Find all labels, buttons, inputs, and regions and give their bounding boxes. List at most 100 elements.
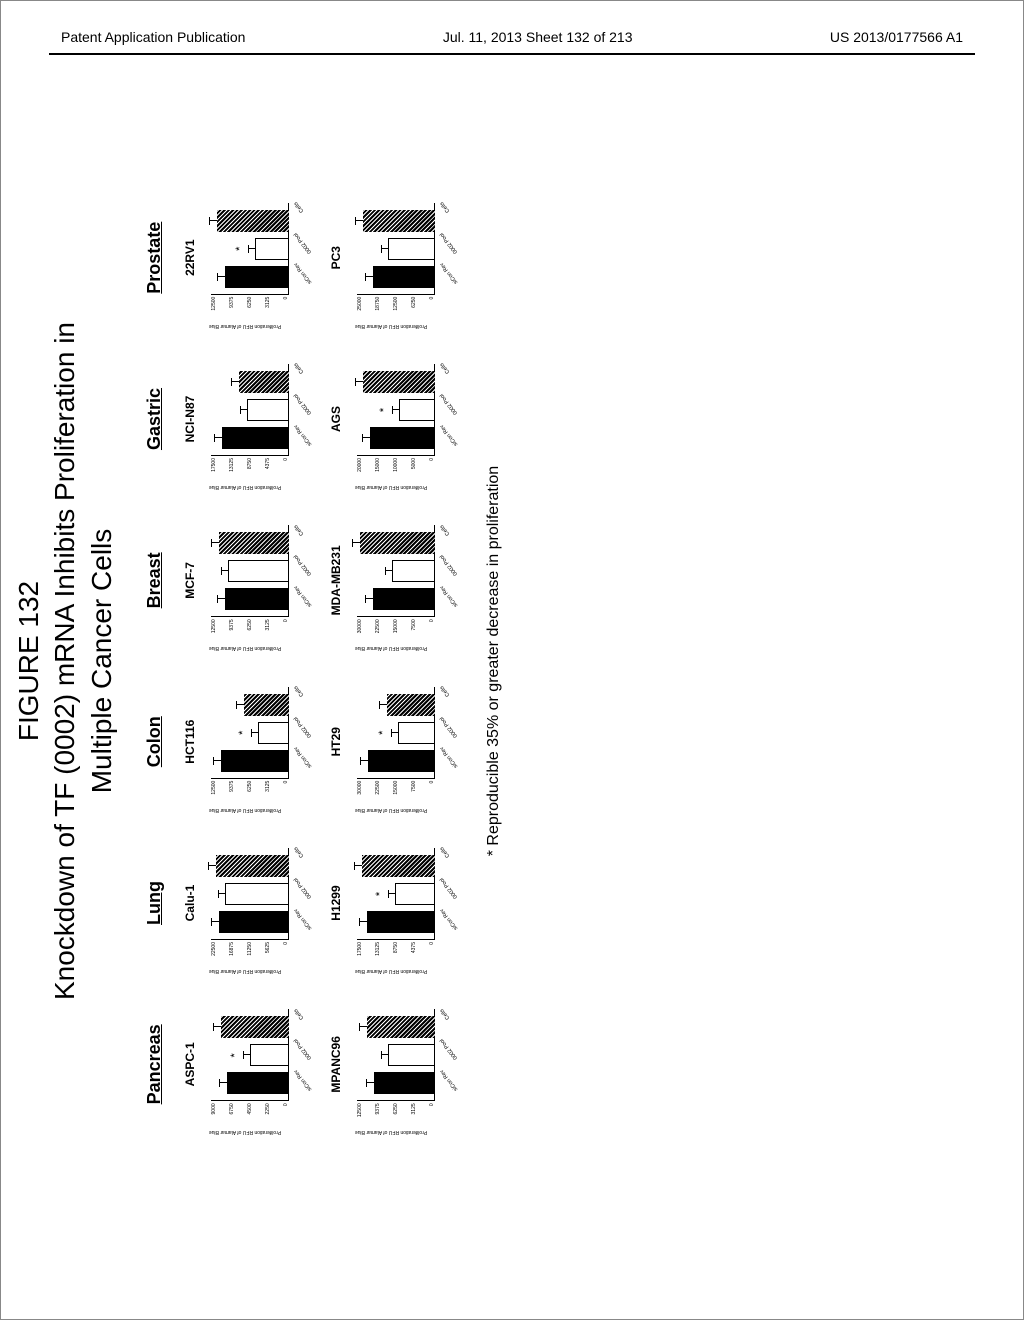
tissue-header: Breast — [144, 504, 165, 657]
bar-chart: Proliferation RFU of Alamar Blue12500937… — [201, 677, 311, 807]
bar — [222, 427, 289, 449]
chart-grid: PancreasLungColonBreastGastricProstateAS… — [144, 161, 457, 1161]
x-ticks: siCon Rev0002 PoolCells — [437, 203, 457, 295]
bar — [368, 750, 435, 772]
bar-chart: Proliferation RFU of Alamar Blue17500131… — [201, 354, 311, 484]
y-ticks: 125009375625031250 — [357, 1103, 435, 1117]
figure-title-line1: Knockdown of TF (0002) mRNA Inhibits Pro… — [47, 161, 83, 1161]
significance-star-icon: * — [374, 892, 386, 896]
y-axis-label: Proliferation RFU of Alamar Blue — [209, 645, 281, 651]
chart-cell: 22RV1 Proliferation RFU of Alamar Blue125… — [183, 181, 311, 334]
bar — [374, 1072, 435, 1094]
cell-line-name: MDA-MB231 — [329, 545, 343, 615]
page: Patent Application Publication Jul. 11, … — [0, 0, 1024, 1320]
y-ticks: 30000225001500075000 — [357, 781, 435, 795]
y-axis-label: Proliferation RFU of Alamar Blue — [209, 807, 281, 813]
y-ticks: 22500168751125056250 — [211, 942, 289, 956]
chart-cell: HT29Proliferation RFU of Alamar Blue3000… — [329, 665, 457, 818]
bar: * — [398, 722, 435, 744]
x-ticks: siCon Rev0002 PoolCells — [437, 1009, 457, 1101]
cell-line-name: 22RV1 — [183, 239, 197, 275]
bar-chart: Proliferation RFU of Alamar Blue12500937… — [201, 515, 311, 645]
x-ticks: siCon Rev0002 PoolCells — [437, 525, 457, 617]
bar: * — [399, 399, 435, 421]
x-ticks: siCon Rev0002 PoolCells — [291, 687, 311, 779]
cell-line-name: HT29 — [329, 727, 343, 756]
bar — [247, 399, 289, 421]
header-mid: Jul. 11, 2013 Sheet 132 of 213 — [443, 29, 633, 45]
figure-content: FIGURE 132 Knockdown of TF (0002) mRNA I… — [11, 161, 1011, 1161]
figure-title: FIGURE 132 Knockdown of TF (0002) mRNA I… — [11, 161, 120, 1161]
bar — [360, 532, 435, 554]
header-left: Patent Application Publication — [61, 29, 245, 45]
cell-line-name: AGS — [329, 406, 343, 432]
bars-container: * — [211, 1009, 289, 1101]
chart-cell: MPANC96 Proliferation RFU of Alamar Blue 1… — [329, 988, 457, 1141]
bar: * — [258, 722, 289, 744]
bar — [216, 855, 289, 877]
chart-cell: MDA-MB231 Proliferation RFU of Alamar Blu… — [329, 504, 457, 657]
page-header: Patent Application Publication Jul. 11, … — [1, 1, 1023, 53]
y-axis-label: Proliferation RFU of Alamar Blue — [355, 968, 427, 974]
bar — [363, 371, 435, 393]
tissue-header: Gastric — [144, 342, 165, 495]
header-right: US 2013/0177566 A1 — [830, 29, 963, 45]
bar — [217, 210, 289, 232]
bar — [373, 588, 435, 610]
y-ticks: 125009375625031250 — [211, 297, 289, 311]
bar — [392, 560, 436, 582]
bars-container — [211, 364, 289, 456]
bar — [219, 911, 289, 933]
bars-container — [357, 525, 435, 617]
bars-container: * — [357, 848, 435, 940]
x-ticks: siCon Rev0002 PoolCells — [291, 364, 311, 456]
significance-star-icon: * — [234, 247, 246, 251]
bar — [370, 427, 436, 449]
bar — [219, 532, 289, 554]
bars-container — [211, 848, 289, 940]
y-axis-label: Proliferation RFU of Alamar Blue — [355, 645, 427, 651]
significance-star-icon: * — [229, 1053, 241, 1057]
chart-cell: HCT116 Proliferation RFU of Alamar Blue12… — [183, 665, 311, 818]
bar — [225, 266, 289, 288]
tissue-header: Prostate — [144, 181, 165, 334]
bars-container — [211, 525, 289, 617]
chart-cell: PC3Proliferation RFU of Alamar Blue25000… — [329, 181, 457, 334]
y-axis-label: Proliferation RFU of Alamar Blue — [209, 1129, 281, 1135]
x-ticks: siCon Rev0002 PoolCells — [291, 1009, 311, 1101]
header-rule — [49, 53, 975, 55]
bar: * — [250, 1044, 289, 1066]
bar-chart: Proliferation RFU of Alamar Blue30000225… — [347, 515, 457, 645]
bars-container — [357, 1009, 435, 1101]
y-axis-label: Proliferation RFU of Alamar Blue — [355, 1129, 427, 1135]
tissue-header: Colon — [144, 665, 165, 818]
y-axis-label: Proliferation RFU of Alamar Blue — [355, 807, 427, 813]
bar: * — [395, 883, 436, 905]
bar — [367, 1016, 436, 1038]
bar — [244, 694, 289, 716]
chart-cell: ASPC-1Proliferation RFU of Alamar Blue90… — [183, 988, 311, 1141]
significance-star-icon: * — [377, 731, 389, 735]
chart-cell: Calu-1Proliferation RFU of Alamar Blue22… — [183, 826, 311, 979]
figure-label: FIGURE 132 — [11, 161, 47, 1161]
y-axis-label: Proliferation RFU of Alamar Blue — [355, 484, 427, 490]
bar-chart: Proliferation RFU of Alamar Blue30000225… — [347, 677, 457, 807]
chart-cell: AGSProliferation RFU of Alamar Blue20000… — [329, 342, 457, 495]
bar-chart: Proliferation RFU of Alamar Blue25000187… — [347, 193, 457, 323]
cell-line-name: H1299 — [329, 885, 343, 920]
bars-container: * — [357, 687, 435, 779]
bar — [225, 588, 289, 610]
x-ticks: siCon Rev0002 PoolCells — [291, 525, 311, 617]
cell-line-name: MPANC96 — [329, 1036, 343, 1092]
y-axis-label: Proliferation RFU of Alamar Blue — [209, 968, 281, 974]
bar — [388, 238, 435, 260]
bar — [362, 855, 435, 877]
figure-title-line2: Multiple Cancer Cells — [84, 161, 120, 1161]
bar-chart: Proliferation RFU of Alamar Blue12500937… — [201, 193, 311, 323]
cell-line-name: NCI-N87 — [183, 396, 197, 443]
bar — [239, 371, 289, 393]
cell-line-name: HCT116 — [183, 720, 197, 764]
significance-star-icon: * — [237, 731, 249, 735]
y-ticks: 30000225001500075000 — [357, 619, 435, 633]
x-ticks: siCon Rev0002 PoolCells — [437, 364, 457, 456]
